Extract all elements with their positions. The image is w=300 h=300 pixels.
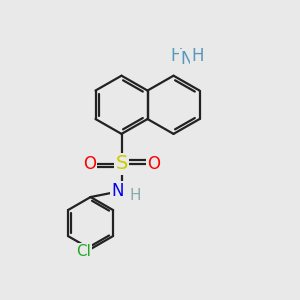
Text: H: H xyxy=(192,47,204,65)
Text: O: O xyxy=(83,154,96,172)
Text: N: N xyxy=(112,182,124,200)
Text: H: H xyxy=(170,47,183,65)
Text: Cl: Cl xyxy=(76,244,91,259)
Text: H: H xyxy=(129,188,141,203)
Text: O: O xyxy=(147,154,160,172)
Text: S: S xyxy=(115,154,128,173)
Text: N: N xyxy=(180,50,193,68)
